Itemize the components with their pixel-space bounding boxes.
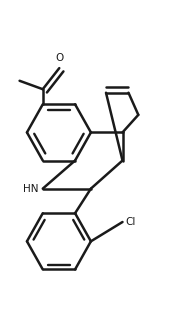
Text: O: O bbox=[55, 53, 63, 63]
Text: HN: HN bbox=[23, 183, 38, 194]
Text: Cl: Cl bbox=[126, 217, 136, 227]
